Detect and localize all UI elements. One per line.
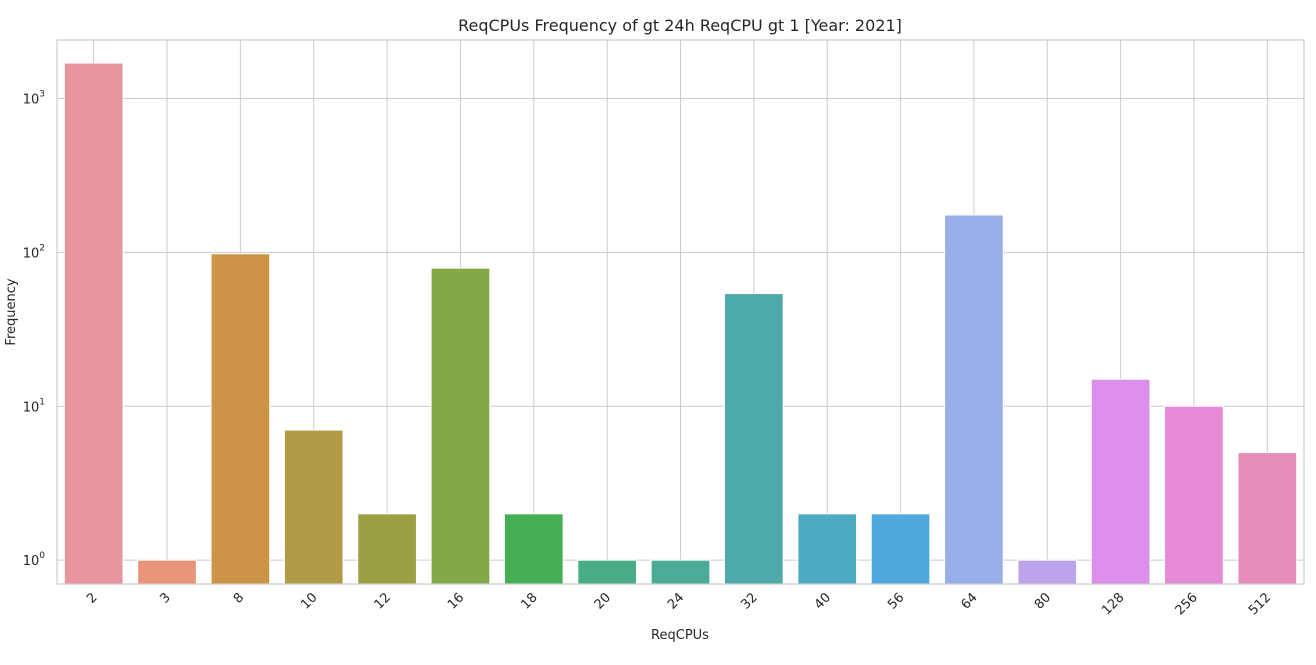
x-tick-label: 56: [885, 590, 907, 612]
y-tick-exponent: 2: [39, 243, 45, 253]
bar-2: [63, 62, 124, 585]
bar-12: [357, 513, 417, 585]
x-tick-label: 2: [84, 590, 100, 606]
bar-80: [1017, 559, 1078, 585]
x-tick-label: 3: [157, 590, 173, 606]
bar-20: [577, 559, 637, 585]
x-tick-label: 20: [592, 590, 614, 612]
bar-32: [724, 293, 784, 585]
x-tick-label: 40: [812, 590, 834, 612]
y-tick-base: 10: [23, 246, 40, 261]
x-tick-label: 24: [665, 590, 687, 612]
y-tick-label: 100: [23, 551, 46, 569]
y-tick-label: 103: [23, 90, 45, 108]
bars: [63, 62, 1298, 585]
x-tick-label: 18: [518, 590, 540, 612]
bar-512: [1237, 452, 1298, 585]
x-tick-labels: 2 3 8 10 12 16 18 20 24 32 40 56 64 80 128 256 512: [84, 590, 1274, 618]
x-axis-label: ReqCPUs: [651, 628, 709, 643]
x-tick-label: 12: [372, 590, 394, 612]
x-tick-label: 256: [1173, 590, 1201, 618]
chart-title: ReqCPUs Frequency of gt 24h ReqCPU gt 1 …: [458, 16, 902, 35]
x-tick-label: 10: [298, 590, 320, 612]
x-tick-label: 128: [1099, 590, 1127, 618]
y-tick-exponent: 0: [39, 551, 45, 561]
bar-8: [210, 253, 271, 585]
bar-64: [944, 214, 1004, 585]
bar-18: [503, 513, 564, 585]
x-tick-label: 64: [958, 590, 980, 612]
x-tick-label: 32: [738, 590, 760, 612]
y-tick-base: 10: [23, 93, 40, 108]
y-tick-base: 10: [23, 400, 40, 415]
bar-24: [650, 559, 711, 585]
bar-3: [137, 559, 197, 585]
x-tick-label: 512: [1246, 590, 1274, 618]
y-tick-label: 102: [23, 243, 45, 261]
bar-16: [430, 267, 491, 585]
plot-frame: [56, 39, 1305, 585]
bar-56: [870, 513, 931, 585]
x-tick-label: 16: [445, 590, 467, 612]
bar-40: [797, 513, 858, 585]
y-tick-label: 101: [23, 397, 45, 415]
y-tick-exponent: 1: [39, 397, 45, 407]
y-axis-label: Frequency: [4, 278, 19, 345]
y-tick-exponent: 3: [39, 90, 45, 100]
x-tick-label: 80: [1032, 590, 1054, 612]
y-tick-base: 10: [23, 554, 40, 569]
bar-256: [1164, 405, 1224, 585]
x-tick-label: 8: [231, 590, 247, 606]
bar-10: [283, 429, 344, 585]
bar-128: [1090, 378, 1151, 585]
